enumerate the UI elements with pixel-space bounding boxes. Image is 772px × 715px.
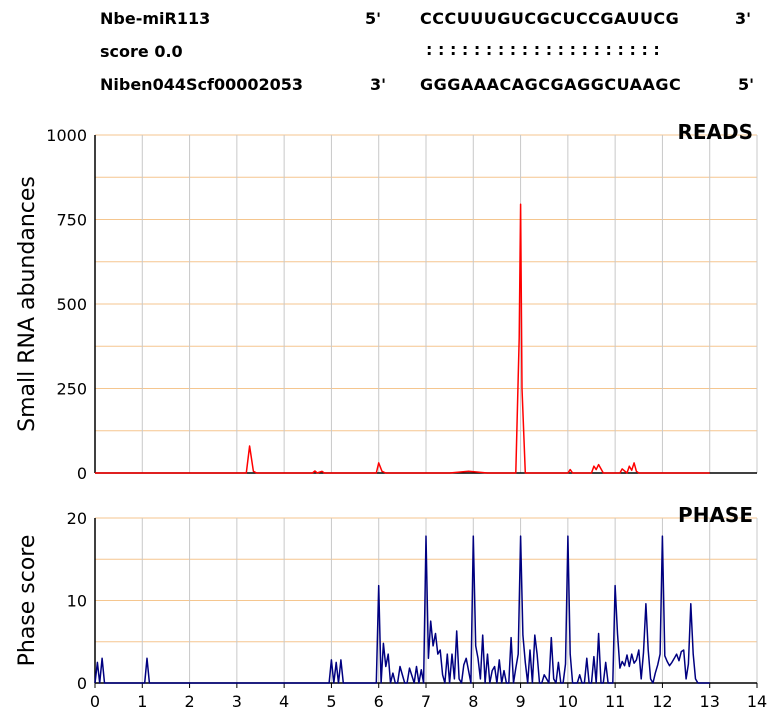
xtick-label-3: 3 — [232, 692, 242, 711]
target-name: Niben044Scf00002053 — [100, 75, 303, 94]
target-sequence: GGGAAACAGCGAGGCUAAGC — [420, 75, 682, 94]
xtick-label-2: 2 — [184, 692, 194, 711]
score-label: score 0.0 — [100, 42, 183, 61]
reads-ytick-label-2: 500 — [56, 295, 87, 314]
xtick-label-9: 9 — [515, 692, 525, 711]
xtick-label-6: 6 — [374, 692, 384, 711]
xtick-label-0: 0 — [90, 692, 100, 711]
reads-ytick-label-4: 1000 — [46, 126, 87, 145]
xtick-label-4: 4 — [279, 692, 289, 711]
reads-ytick-label-1: 250 — [56, 380, 87, 399]
mirna-sequence: CCCUUUGUCGCUCCGAUUCG — [420, 9, 680, 28]
reads-ylabel: Small RNA abundances — [15, 176, 40, 432]
phase-series-line-0 — [94, 535, 710, 684]
phase-ytick-label-1: 10 — [67, 592, 87, 611]
mirna-name: Nbe-miR113 — [100, 9, 211, 28]
xtick-label-13: 13 — [700, 692, 720, 711]
xtick-label-12: 12 — [652, 692, 672, 711]
phase-ylabel: Phase score — [15, 535, 40, 667]
phase-ytick-label-2: 20 — [67, 509, 87, 528]
mirna-3prime-end: 3' — [735, 9, 752, 28]
reads-ytick-label-0: 0 — [77, 464, 87, 483]
phase-title: PHASE — [678, 503, 753, 527]
xtick-label-11: 11 — [605, 692, 625, 711]
xtick-label-10: 10 — [558, 692, 578, 711]
mirna-5prime-end: 5' — [365, 9, 382, 28]
target-3prime-end: 3' — [370, 75, 387, 94]
phase-ytick-label-0: 0 — [77, 674, 87, 693]
xtick-label-8: 8 — [468, 692, 478, 711]
reads-ytick-label-3: 750 — [56, 211, 87, 230]
reads-title: READS — [677, 120, 753, 144]
xtick-label-5: 5 — [326, 692, 336, 711]
match-marks: : : : : : : : : : : : : : : : : : : : : — [426, 40, 660, 59]
reads-series-line-0 — [95, 203, 710, 474]
xtick-label-7: 7 — [421, 692, 431, 711]
xtick-label-1: 1 — [137, 692, 147, 711]
target-5prime-end: 5' — [738, 75, 755, 94]
xtick-label-14: 14 — [747, 692, 767, 711]
